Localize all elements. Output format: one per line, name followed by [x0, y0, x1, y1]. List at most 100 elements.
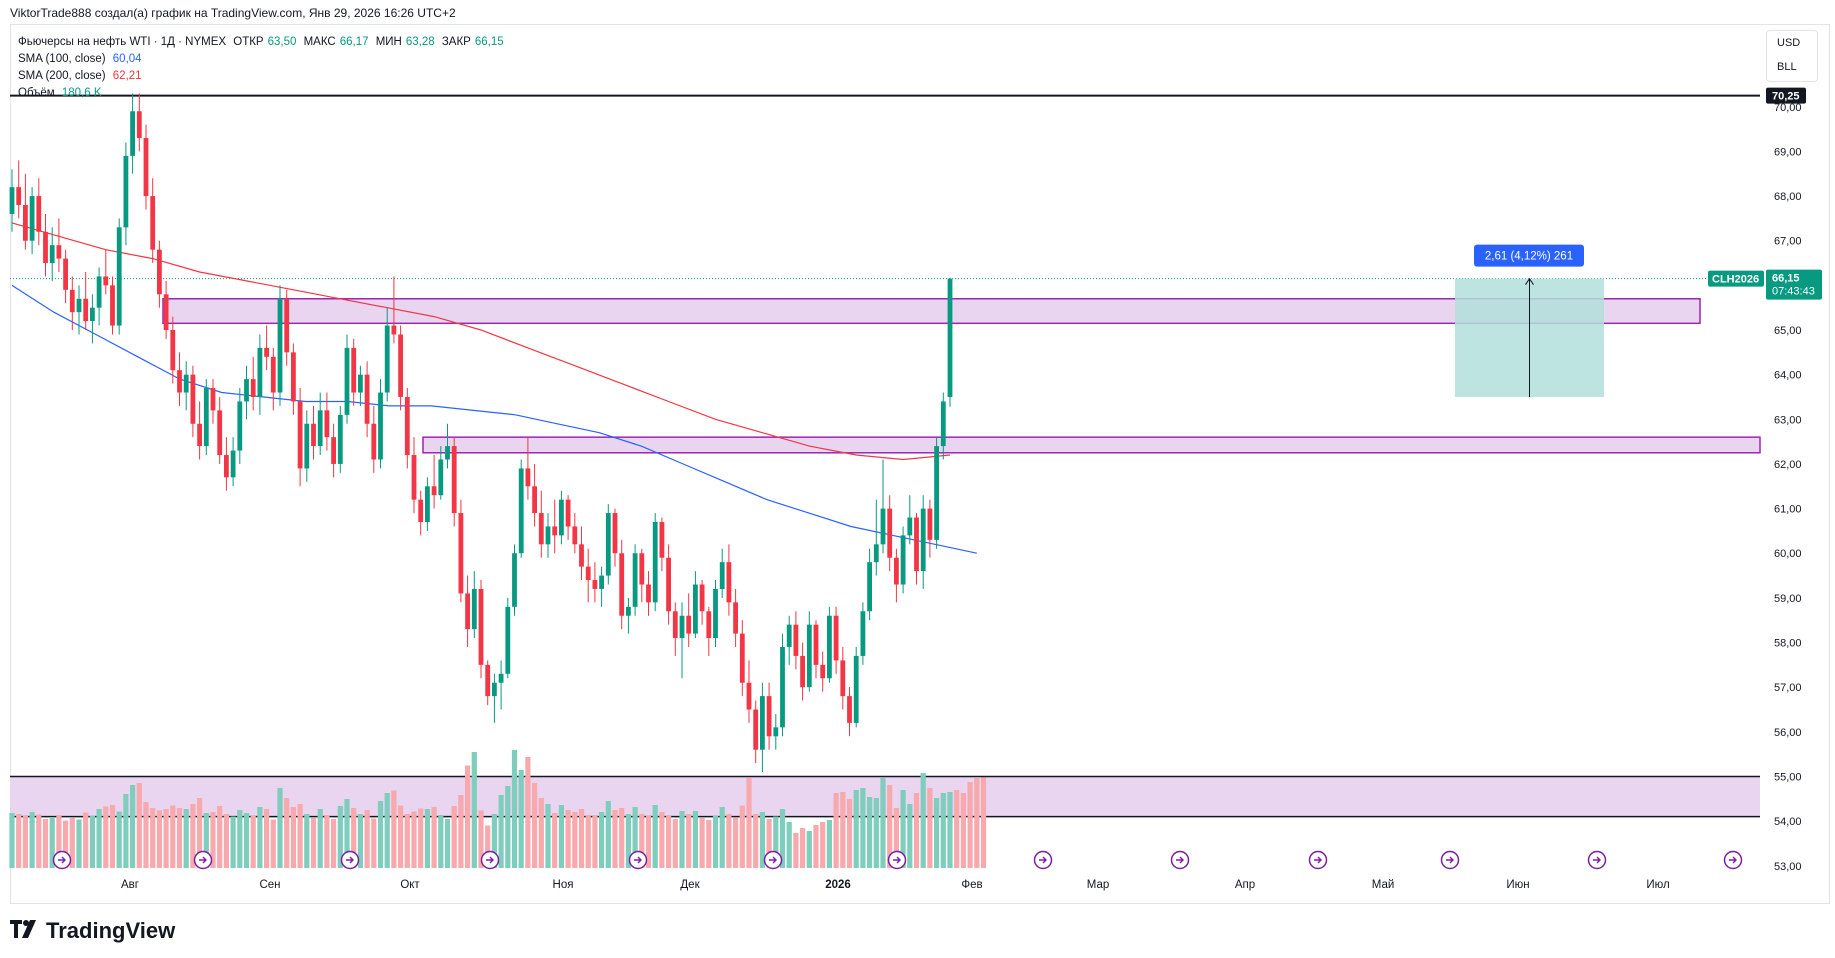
measure-label-bg: [1474, 244, 1584, 267]
candle-body: [69, 289, 75, 313]
volume-bar: [833, 793, 839, 868]
volume-bar: [491, 814, 497, 868]
volume-bar: [250, 816, 256, 868]
candle-body: [398, 334, 403, 397]
candle-body: [713, 588, 718, 639]
candle-body: [63, 258, 68, 290]
candle-body: [130, 111, 135, 156]
candle-body: [693, 584, 698, 634]
candle-body: [478, 588, 484, 665]
candle-body: [900, 535, 906, 585]
volume-legend-row[interactable]: Объём 180,6 K: [18, 85, 508, 102]
candle-body: [532, 486, 537, 514]
volume-bar: [558, 805, 564, 868]
candle-body: [103, 276, 109, 286]
candle-body: [311, 423, 316, 447]
candle-body: [183, 374, 189, 393]
price-axis-label: 62,00: [1774, 459, 1802, 471]
sma200-label: SMA (200, close): [18, 70, 106, 82]
volume-bar: [793, 833, 799, 868]
candle-body: [565, 499, 571, 527]
candle-body: [545, 526, 551, 545]
sma100-label: SMA (100, close): [18, 53, 106, 65]
units-selector[interactable]: USD BLL: [1766, 30, 1818, 82]
volume-bar: [706, 820, 712, 868]
candle-body: [505, 606, 511, 674]
tradingview-logo[interactable]: TradingView: [10, 918, 175, 944]
volume-bar: [773, 816, 779, 868]
volume-bar: [471, 752, 477, 868]
volume-bar: [331, 819, 337, 868]
support-resistance-zone: [162, 298, 1701, 325]
candle-body: [270, 356, 276, 393]
price-axis-label: 58,00: [1774, 638, 1802, 650]
candle-body: [217, 410, 223, 456]
candle-body: [297, 401, 303, 469]
candle-body: [391, 325, 397, 335]
event-arrow-icon: [199, 856, 207, 864]
volume-bar: [873, 798, 879, 868]
currency-label[interactable]: USD: [1777, 37, 1801, 49]
volume-bar: [967, 782, 973, 868]
volume-bar: [853, 790, 859, 868]
volume-bar: [840, 792, 846, 868]
symbol-legend-row[interactable]: Фьючерсы на нефть WTI · 1Д · NYMEX ОТКР 6…: [18, 34, 508, 51]
candle-body: [136, 111, 142, 139]
candle-body: [250, 379, 256, 397]
candle-body: [666, 557, 671, 612]
volume-bar: [659, 812, 665, 868]
volume-bar: [974, 778, 980, 868]
volume-bar: [9, 813, 15, 868]
volume-bar: [197, 798, 203, 868]
volume-bar: [900, 790, 906, 868]
candle-body: [364, 374, 370, 424]
chart-legend: Фьючерсы на нефть WTI · 1Д · NYMEX ОТКР 6…: [18, 34, 508, 102]
candle-body: [619, 553, 625, 616]
volume-bar: [290, 807, 296, 868]
candle-body: [679, 615, 685, 639]
volume-bar: [679, 811, 685, 868]
candle-body: [451, 446, 457, 514]
sma100-legend-row[interactable]: SMA (100, close) 60,04: [18, 51, 508, 68]
volume-bar: [130, 785, 136, 868]
volume-bar: [940, 793, 946, 868]
volume-bar: [243, 813, 250, 868]
candle-body: [378, 392, 383, 460]
volume-bar: [712, 816, 719, 868]
measure-arrowhead: [1525, 277, 1534, 285]
volume-bar: [913, 793, 920, 868]
support-resistance-zone: [422, 436, 1761, 454]
volume-bar: [800, 828, 806, 868]
volume-bar: [203, 813, 209, 868]
candle-body: [552, 526, 558, 536]
event-arrow-icon: [1176, 856, 1184, 864]
volume-bar: [83, 812, 89, 868]
unit-label[interactable]: BLL: [1777, 61, 1797, 73]
tradingview-brand: TradingView: [46, 918, 176, 943]
volume-bar: [632, 807, 638, 868]
candle-body: [110, 285, 115, 326]
volume-bar: [532, 783, 538, 868]
volume-bar: [860, 788, 866, 868]
candle-body: [264, 347, 269, 357]
volume-bar: [277, 788, 283, 868]
volume-bar: [692, 811, 698, 868]
sma200-legend-row[interactable]: SMA (200, close) 62,21: [18, 68, 508, 85]
candle-body: [753, 709, 759, 750]
event-arrow-icon: [58, 856, 66, 864]
low-value: 63,28: [405, 36, 435, 48]
volume-bar: [36, 814, 42, 868]
candle-body: [177, 370, 182, 393]
candle-body: [471, 588, 477, 630]
volume-bar: [337, 806, 343, 868]
volume-bar: [163, 809, 169, 868]
candle-body: [163, 294, 169, 331]
measure-label: 2,61 (4,12%) 261: [1485, 251, 1573, 263]
candle-body: [786, 624, 792, 648]
candle-body: [49, 245, 55, 264]
candle-body: [646, 584, 651, 603]
candle-body: [639, 553, 645, 585]
candle-body: [760, 696, 765, 750]
candle-body: [90, 307, 95, 322]
